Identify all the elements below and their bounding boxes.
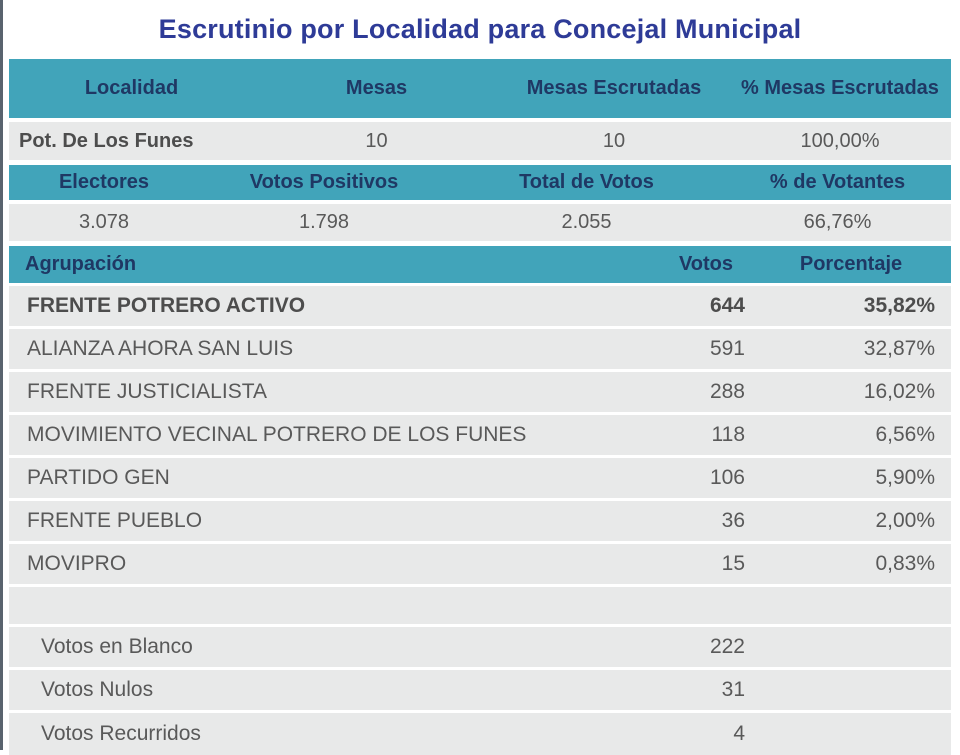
results-table-header: Agrupación Votos Porcentaje (9, 246, 951, 283)
blank-votes-label: Votos en Blanco (41, 635, 193, 658)
locality-table-header: Localidad Mesas Mesas Escrutadas % Mesas… (9, 59, 951, 118)
party-percentage: 5,90% (875, 466, 935, 489)
votos-positivos-value: 1.798 (298, 211, 350, 233)
party-row: PARTIDO GEN 106 5,90% (9, 458, 951, 498)
contested-votes-row: Votos Recurridos 4 (9, 713, 951, 755)
party-name: FRENTE PUEBLO (27, 509, 203, 532)
header-votos: Votos (678, 253, 734, 275)
turnout-table-row: 3.078 1.798 2.055 66,76% (9, 204, 951, 241)
party-votes: 118 (711, 423, 745, 446)
header-agrupacion: Agrupación (25, 253, 137, 275)
blank-votes-value: 222 (709, 635, 745, 658)
turnout-table-header: Electores Votos Positivos Total de Votos… (9, 165, 951, 200)
party-percentage: 16,02% (863, 380, 935, 403)
party-name: ALIANZA AHORA SAN LUIS (27, 337, 294, 360)
party-votes: 15 (721, 552, 745, 575)
electores-value: 3.078 (78, 211, 130, 233)
contested-votes-value: 4 (733, 722, 745, 745)
page-title: Escrutinio por Localidad para Concejal M… (158, 14, 802, 44)
spacer-row (9, 587, 951, 624)
null-votes-row: Votos Nulos 31 (9, 670, 951, 710)
party-row: FRENTE POTRERO ACTIVO 644 35,82% (9, 286, 951, 326)
pct-votantes-value: 66,76% (803, 211, 872, 233)
party-name: FRENTE POTRERO ACTIVO (27, 294, 306, 317)
locality-table-row: Pot. De Los Funes 10 10 100,00% (9, 122, 951, 160)
party-percentage: 0,83% (875, 552, 935, 575)
header-mesas-escrutadas: Mesas Escrutadas (526, 77, 702, 99)
header-votos-positivos: Votos Positivos (249, 171, 399, 193)
null-votes-value: 31 (721, 678, 745, 701)
total-votos-value: 2.055 (561, 211, 612, 233)
party-votes: 644 (709, 294, 745, 317)
party-name: MOVIMIENTO VECINAL POTRERO DE LOS FUNES (27, 423, 527, 446)
header-pct-votantes: % de Votantes (769, 171, 906, 193)
party-percentage: 32,87% (863, 337, 935, 360)
blank-votes-row: Votos en Blanco 222 (9, 627, 951, 667)
contested-votes-label: Votos Recurridos (41, 722, 201, 745)
party-row: ALIANZA AHORA SAN LUIS 591 32,87% (9, 329, 951, 369)
party-name: PARTIDO GEN (27, 466, 170, 489)
null-votes-label: Votos Nulos (41, 678, 154, 701)
party-percentage: 6,56% (875, 423, 935, 446)
locality-name: Pot. De Los Funes (19, 129, 194, 152)
header-localidad: Localidad (84, 77, 179, 99)
header-pct-mesas-escrutadas: % Mesas Escrutadas (741, 77, 939, 99)
header-total-votos: Total de Votos (519, 171, 654, 193)
party-name: FRENTE JUSTICIALISTA (27, 380, 267, 403)
party-votes: 591 (709, 337, 745, 360)
party-votes: 106 (709, 466, 745, 489)
party-row: MOVIPRO 15 0,83% (9, 544, 951, 584)
header-porcentaje: Porcentaje (799, 253, 903, 275)
party-row: FRENTE JUSTICIALISTA 288 16,02% (9, 372, 951, 412)
party-votes: 36 (721, 509, 745, 532)
mesas-escrutadas-value: 10 (602, 129, 626, 152)
party-row: MOVIMIENTO VECINAL POTRERO DE LOS FUNES … (9, 415, 951, 455)
party-name: MOVIPRO (27, 552, 127, 575)
party-votes: 288 (709, 380, 745, 403)
party-percentage: 2,00% (875, 509, 935, 532)
header-mesas: Mesas (345, 77, 408, 99)
pct-mesas-escrutadas-value: 100,00% (800, 129, 880, 152)
party-row: FRENTE PUEBLO 36 2,00% (9, 501, 951, 541)
party-percentage: 35,82% (863, 294, 935, 317)
mesas-value: 10 (365, 129, 388, 152)
header-electores: Electores (58, 171, 150, 193)
